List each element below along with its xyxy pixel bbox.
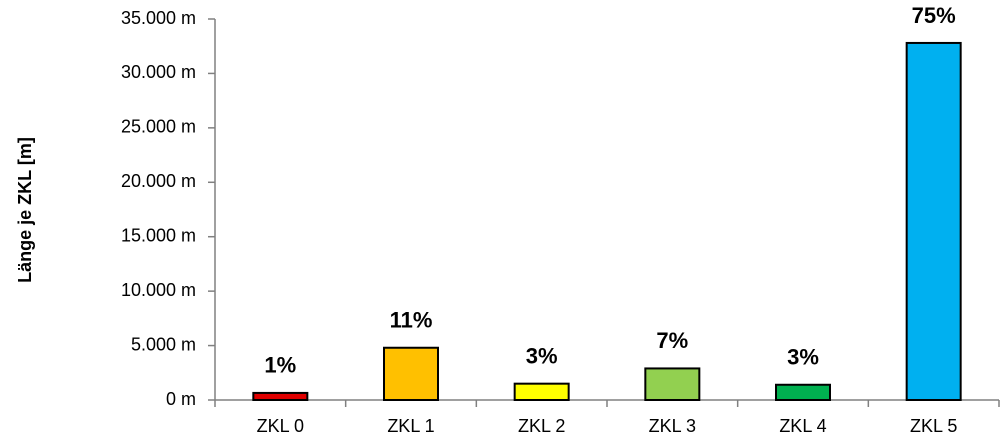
x-tick-label: ZKL 4	[779, 416, 826, 436]
bar	[905, 41, 962, 401]
x-tick-label: ZKL 5	[910, 416, 957, 436]
data-label: 75%	[912, 3, 956, 28]
y-tick-label: 35.000 m	[121, 8, 196, 28]
bar	[775, 383, 831, 402]
x-tick-label: ZKL 2	[518, 416, 565, 436]
data-label: 7%	[656, 328, 688, 353]
bar	[644, 367, 701, 401]
y-axis-label: Länge je ZKL [m]	[15, 137, 35, 283]
bar	[513, 382, 570, 401]
y-tick-label: 0 m	[166, 389, 196, 409]
bar	[383, 346, 439, 401]
data-label: 3%	[787, 345, 819, 370]
data-label: 11%	[390, 308, 433, 333]
data-label: 3%	[526, 343, 558, 368]
y-tick-label: 5.000 m	[131, 334, 196, 354]
y-tick-label: 15.000 m	[121, 225, 196, 245]
x-tick-label: ZKL 0	[257, 416, 304, 436]
y-tick-label: 10.000 m	[121, 280, 196, 300]
y-tick-label: 20.000 m	[121, 171, 196, 191]
y-tick-label: 25.000 m	[121, 117, 196, 137]
x-tick-label: ZKL 3	[649, 416, 696, 436]
bar	[252, 391, 309, 401]
data-label: 1%	[264, 353, 296, 378]
x-tick-label: ZKL 1	[387, 416, 434, 436]
y-tick-label: 30.000 m	[121, 62, 196, 82]
